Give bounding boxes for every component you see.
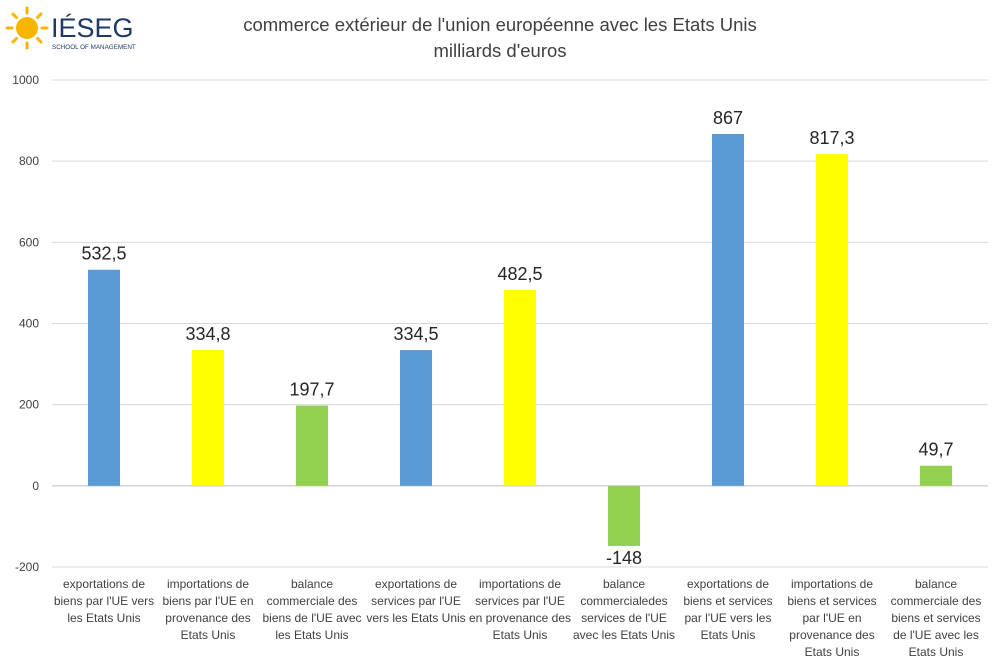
logo-tagline: SCHOOL OF MANAGEMENT: [52, 44, 136, 51]
data-label: 532,5: [81, 244, 126, 264]
category-label: importations de: [791, 577, 873, 591]
data-labels: 532,5 334,8 197,7 334,5 482,5 -148 867 817,3 49,…: [81, 108, 953, 568]
logo-brand: IÉSEG: [51, 13, 134, 43]
category-label: services de l'UE: [581, 611, 667, 625]
category-label: balance: [915, 577, 957, 591]
category-label: balance: [291, 577, 333, 591]
bars: [88, 133, 952, 546]
category-label: en provenance des: [469, 611, 571, 625]
category-label: les Etats Unis: [67, 611, 140, 625]
category-label: exportations de: [375, 577, 457, 591]
y-tick-label: 0: [32, 479, 39, 493]
category-label: de l'UE avec les: [893, 628, 979, 642]
bar: [920, 465, 952, 486]
category-labels: exportations de biens par l'UE vers les Et…: [54, 577, 982, 659]
bar: [712, 133, 744, 486]
bar: [816, 154, 848, 486]
y-tick-label: 800: [19, 154, 39, 168]
category-label: importations de: [167, 577, 249, 591]
y-tick-label: -200: [15, 560, 39, 574]
category-label: exportations de: [687, 577, 769, 591]
data-label: 197,7: [289, 380, 334, 400]
category-label: par l'UE vers les: [685, 611, 772, 625]
bar: [400, 350, 432, 486]
bar: [192, 349, 224, 486]
category-label: biens par l'UE en: [162, 594, 253, 608]
category-label: Etats Unis: [805, 645, 860, 659]
y-tick-label: 200: [19, 398, 39, 412]
category-label: Etats Unis: [181, 628, 236, 642]
bar: [608, 485, 640, 546]
data-label: 482,5: [497, 264, 542, 284]
category-label: services par l'UE: [475, 594, 565, 608]
y-tick-label: 400: [19, 317, 39, 331]
category-label: commercialedes: [580, 594, 667, 608]
bar: [504, 290, 536, 486]
y-axis: -200 0 200 400 600 800 1000: [12, 73, 39, 574]
chart-subtitle: milliards d'euros: [433, 40, 567, 61]
category-label: les Etats Unis: [275, 628, 348, 642]
category-label: biens par l'UE vers: [54, 594, 154, 608]
category-label: services par l'UE: [371, 594, 461, 608]
category-label: provenance des: [165, 611, 250, 625]
bar: [88, 269, 120, 486]
category-label: Etats Unis: [701, 628, 756, 642]
category-label: importations de: [479, 577, 561, 591]
category-label: commerciale des: [267, 594, 358, 608]
category-label: provenance des: [789, 628, 874, 642]
data-label: 49,7: [918, 440, 953, 460]
data-label: -148: [606, 548, 642, 568]
category-label: exportations de: [63, 577, 145, 591]
ieseg-logo: IÉSEG SCHOOL OF MANAGEMENT: [2, 4, 137, 54]
sun-icon: [5, 6, 49, 50]
category-label: balance: [603, 577, 645, 591]
category-label: biens et services: [891, 611, 980, 625]
category-label: par l'UE en: [803, 611, 862, 625]
category-label: Etats Unis: [493, 628, 548, 642]
data-label: 817,3: [809, 128, 854, 148]
data-label: 867: [713, 108, 743, 128]
category-label: avec les Etats Unis: [573, 628, 675, 642]
category-label: biens et services: [787, 594, 876, 608]
data-label: 334,5: [393, 324, 438, 344]
y-tick-label: 1000: [12, 73, 39, 87]
category-label: commerciale des: [891, 594, 982, 608]
data-label: 334,8: [185, 324, 230, 344]
category-label: vers les Etats Unis: [366, 611, 465, 625]
category-label: biens de l'UE avec: [262, 611, 361, 625]
bar: [296, 405, 328, 486]
y-tick-label: 600: [19, 235, 39, 249]
chart-title-block: commerce extérieur de l'union européenne…: [150, 12, 850, 64]
chart-title: commerce extérieur de l'union européenne…: [243, 14, 757, 35]
category-label: Etats Unis: [909, 645, 964, 659]
category-label: biens et services: [683, 594, 772, 608]
